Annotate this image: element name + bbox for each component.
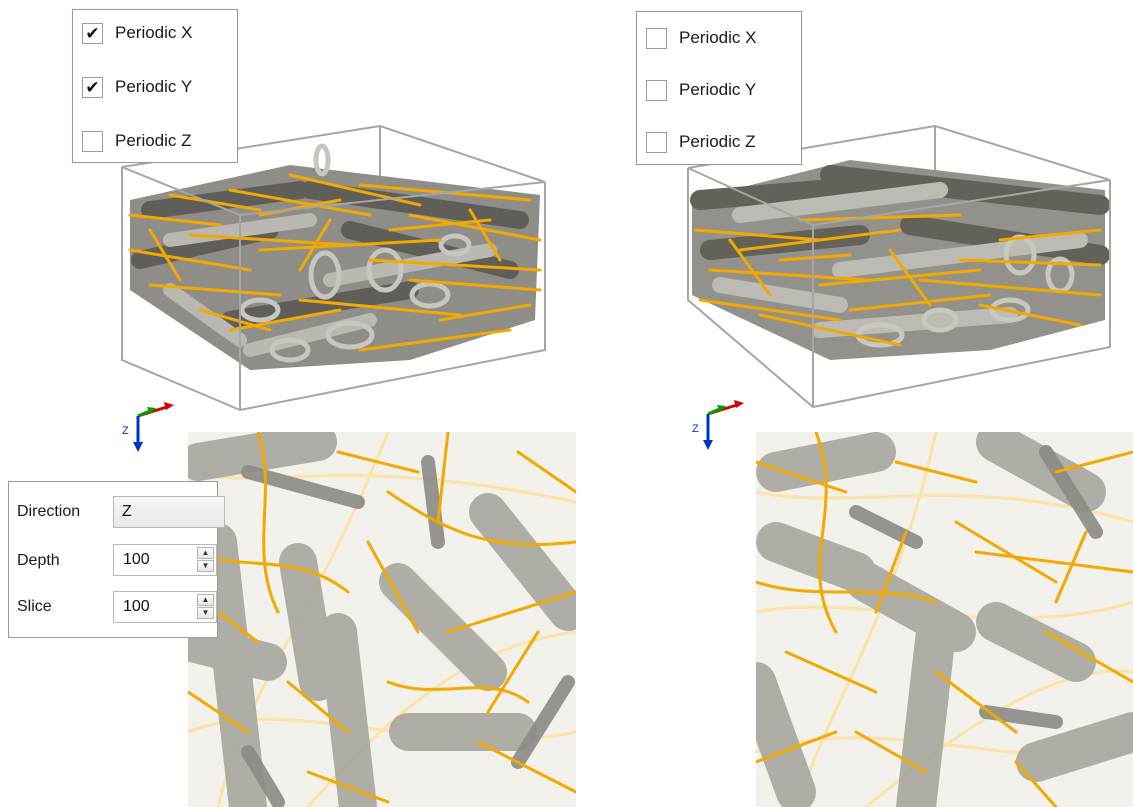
checkbox-label: Periodic Y (115, 77, 193, 96)
unchecked-box (646, 131, 667, 153)
direction-label: Direction (17, 503, 81, 520)
slice-label: Slice (17, 598, 52, 615)
depth-spinbox[interactable]: 100 ▲ ▼ (113, 544, 217, 576)
right-periodic-x-checkbox[interactable]: Periodic X (646, 26, 756, 50)
axis-z-label: Z (122, 425, 129, 437)
spin-down-icon[interactable]: ▼ (197, 560, 214, 572)
direction-select[interactable]: Z (113, 496, 225, 528)
left-periodic-y-checkbox[interactable]: ✔ Periodic Y (82, 75, 192, 99)
unchecked-box (82, 130, 103, 152)
depth-label: Depth (17, 552, 60, 569)
depth-value: 100 (123, 551, 150, 568)
checkbox-label: Periodic Y (679, 80, 757, 99)
checkmark-icon: ✔ (82, 22, 103, 44)
right-slice-view[interactable] (756, 432, 1133, 807)
right-periodic-z-checkbox[interactable]: Periodic Z (646, 130, 756, 154)
left-periodic-x-checkbox[interactable]: ✔ Periodic X (82, 21, 192, 45)
left-slice-view[interactable] (188, 432, 576, 807)
spin-up-icon[interactable]: ▲ (197, 594, 214, 606)
checkbox-label: Periodic X (679, 28, 757, 47)
direction-value: Z (122, 503, 132, 520)
left-fiber-mass (128, 143, 542, 370)
left-3d-view[interactable] (110, 120, 560, 420)
checkmark-icon: ✔ (82, 76, 103, 98)
right-3d-view[interactable] (680, 120, 1130, 420)
left-periodic-panel: ✔ Periodic X ✔ Periodic Y Periodic Z (72, 9, 238, 163)
right-periodic-panel: Periodic X Periodic Y Periodic Z (636, 11, 802, 165)
axis-triad-icon: Z (122, 402, 174, 452)
spin-up-icon[interactable]: ▲ (197, 547, 214, 559)
axis-z-label: Z (692, 423, 699, 435)
unchecked-box (646, 27, 667, 49)
right-periodic-y-checkbox[interactable]: Periodic Y (646, 78, 756, 102)
checkbox-label: Periodic Z (679, 132, 756, 151)
axis-triad-icon: Z (692, 400, 744, 450)
checkbox-label: Periodic Z (115, 131, 192, 150)
unchecked-box (646, 79, 667, 101)
left-periodic-z-checkbox[interactable]: Periodic Z (82, 129, 192, 153)
right-fiber-mass (690, 160, 1110, 360)
checkbox-label: Periodic X (115, 23, 193, 42)
slice-spinbox[interactable]: 100 ▲ ▼ (113, 591, 217, 623)
slice-value: 100 (123, 598, 150, 615)
slice-control-panel: Direction Z Depth 100 ▲ ▼ Slice 100 ▲ ▼ (8, 481, 225, 638)
spin-down-icon[interactable]: ▼ (197, 607, 214, 619)
